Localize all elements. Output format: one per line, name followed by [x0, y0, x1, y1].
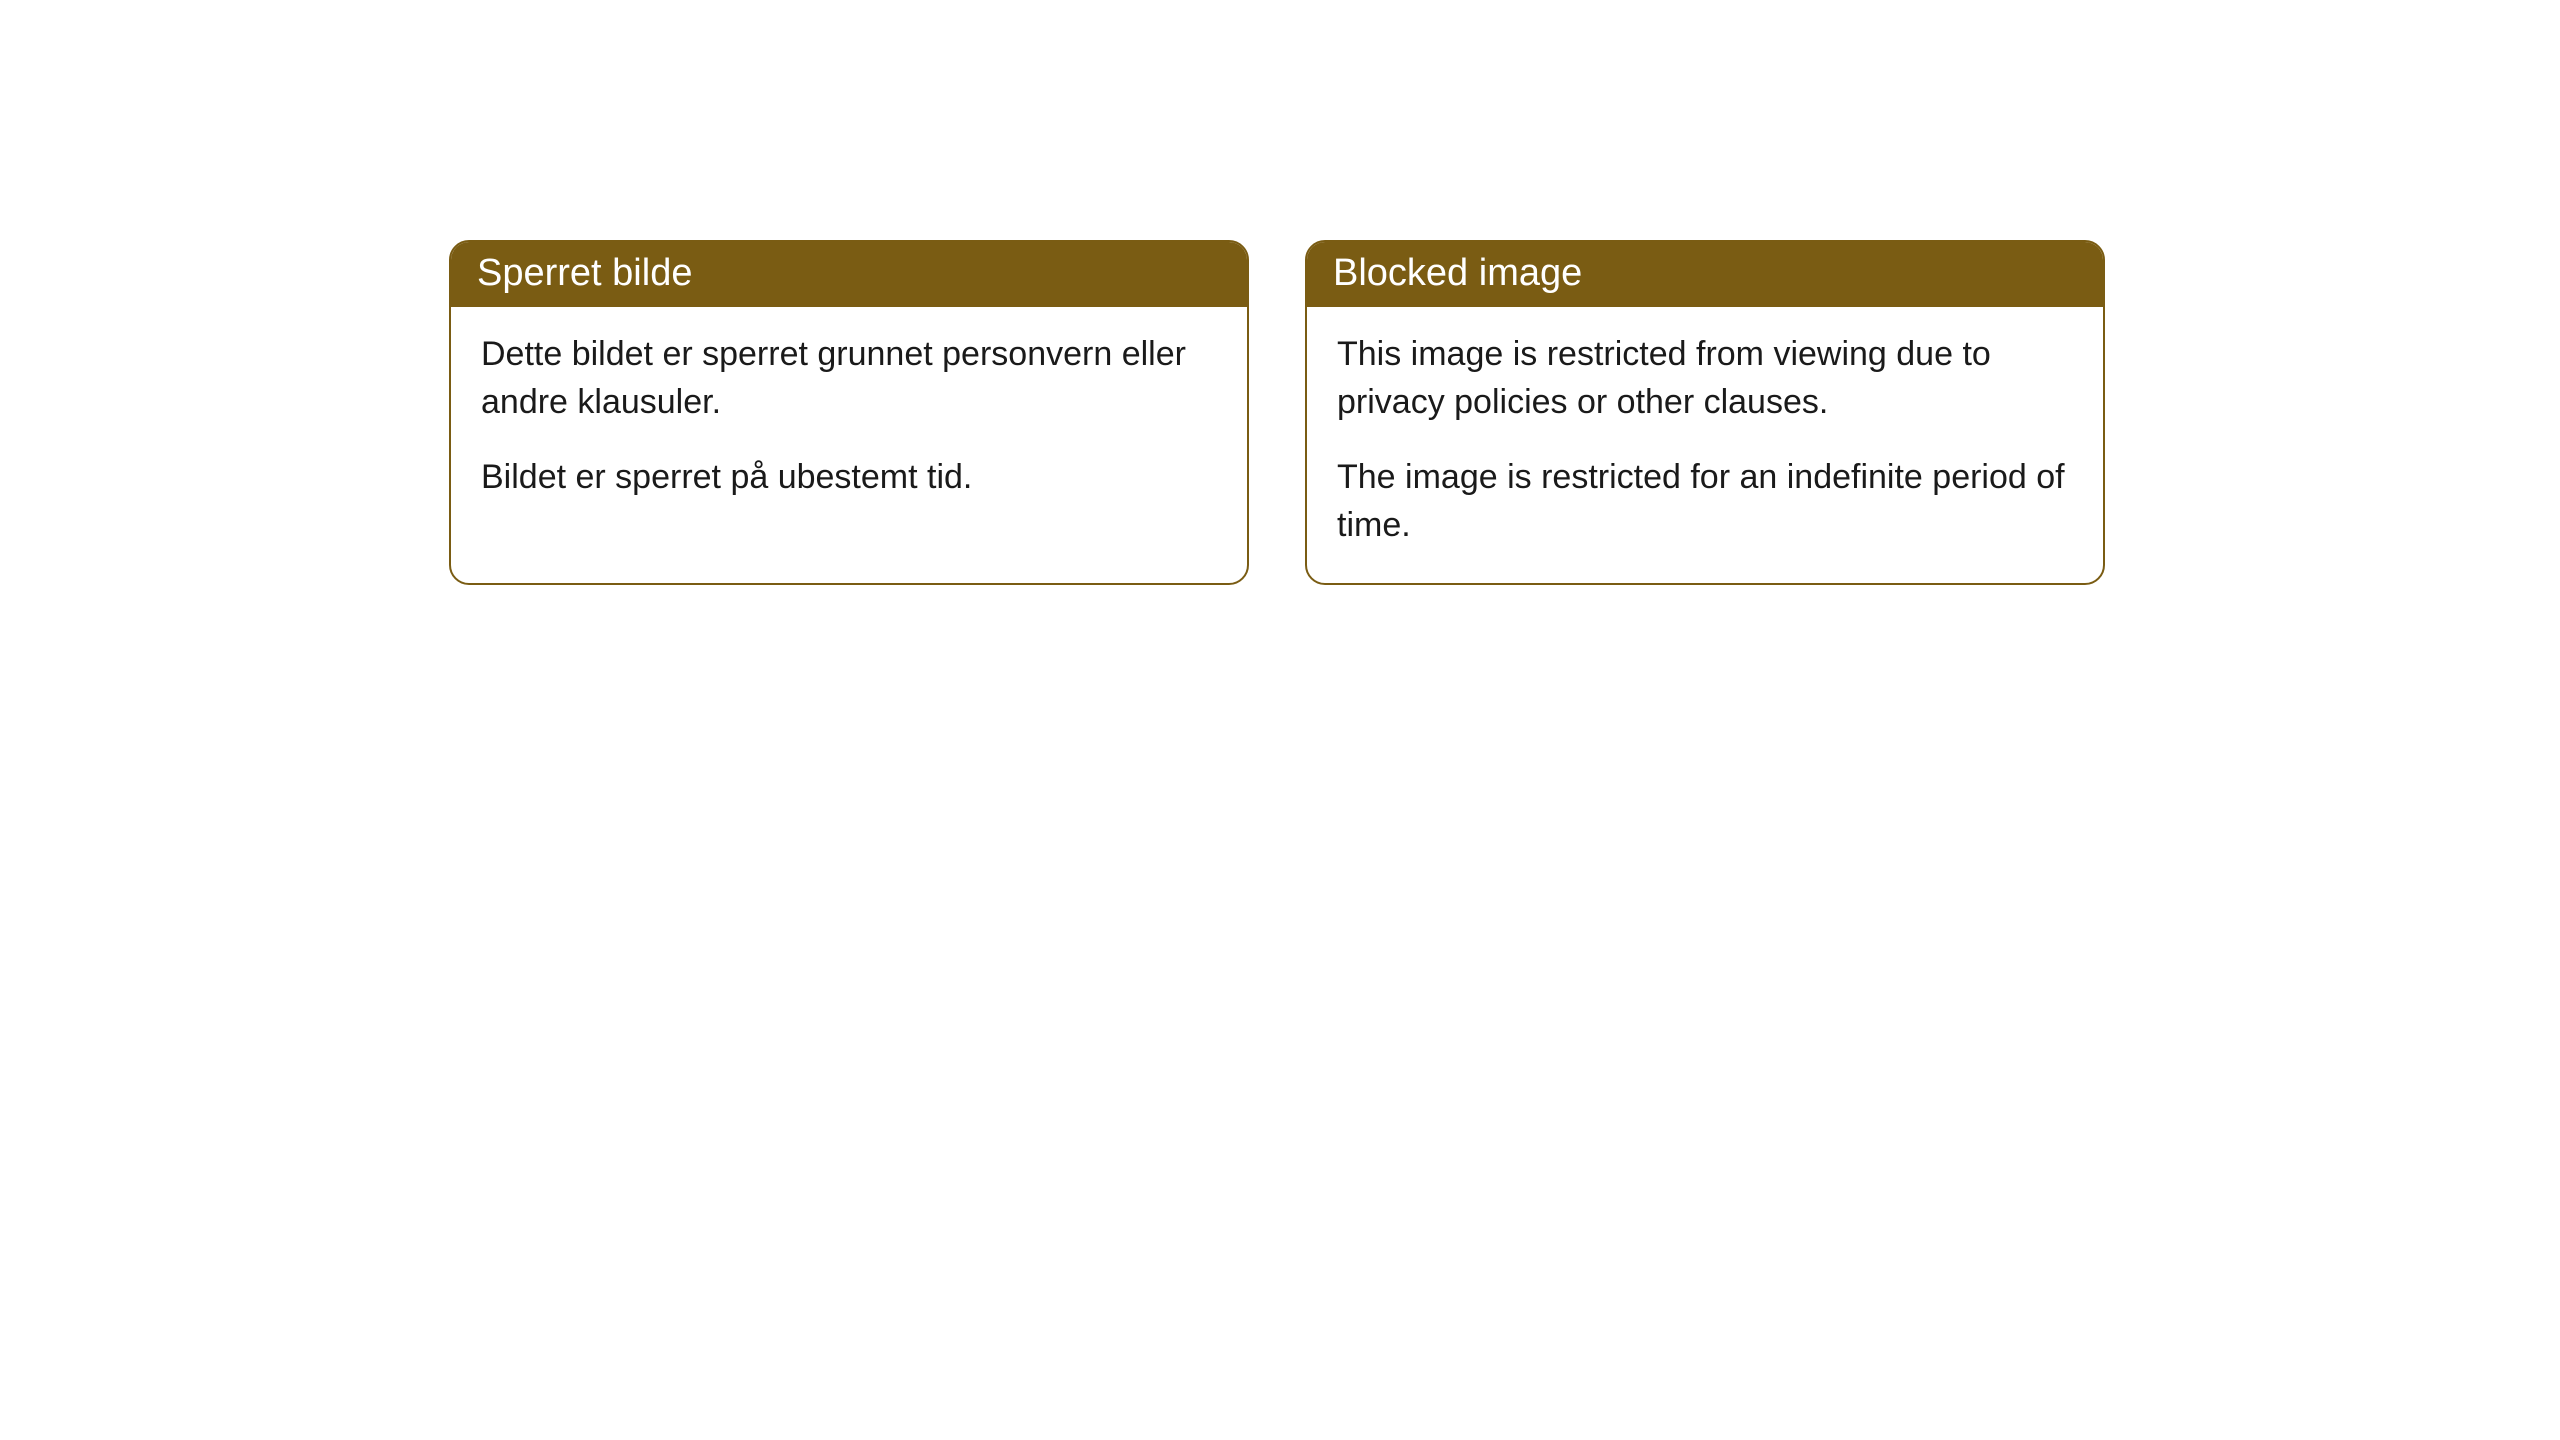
notice-card-english: Blocked image This image is restricted f… [1305, 240, 2105, 585]
notice-header-english: Blocked image [1307, 242, 2103, 307]
notice-card-norwegian: Sperret bilde Dette bildet er sperret gr… [449, 240, 1249, 585]
notice-body-english: This image is restricted from viewing du… [1307, 307, 2103, 583]
notice-paragraph: The image is restricted for an indefinit… [1337, 454, 2073, 549]
notice-container: Sperret bilde Dette bildet er sperret gr… [0, 0, 2560, 585]
notice-paragraph: This image is restricted from viewing du… [1337, 331, 2073, 426]
notice-header-norwegian: Sperret bilde [451, 242, 1247, 307]
notice-paragraph: Bildet er sperret på ubestemt tid. [481, 454, 1217, 502]
notice-body-norwegian: Dette bildet er sperret grunnet personve… [451, 307, 1247, 536]
notice-paragraph: Dette bildet er sperret grunnet personve… [481, 331, 1217, 426]
